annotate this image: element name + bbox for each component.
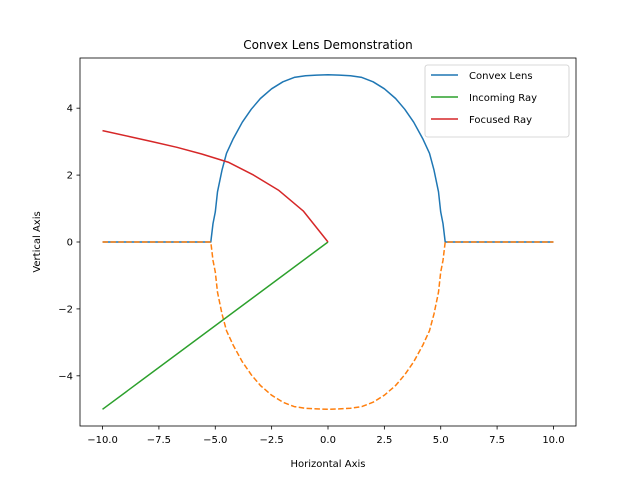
series-line-2 <box>102 241 329 410</box>
y-axis: −4 −2 0 2 4 <box>58 104 80 382</box>
series-line-3 <box>102 129 329 243</box>
x-tick-label: −10.0 <box>87 435 118 446</box>
y-tick-label: 2 <box>67 171 73 182</box>
series-layer <box>102 73 554 411</box>
x-axis-title: Horizontal Axis <box>291 459 366 470</box>
y-axis-title: Vertical Axis <box>32 211 43 272</box>
series-line-0 <box>102 73 554 243</box>
y-tick-label: −4 <box>58 371 73 382</box>
x-tick-label: −5.0 <box>203 435 227 446</box>
x-tick-label: −7.5 <box>147 435 171 446</box>
x-tick-label: −2.5 <box>259 435 283 446</box>
y-tick-label: 4 <box>67 104 73 115</box>
x-tick-label: 7.5 <box>489 435 505 446</box>
legend-box <box>424 64 570 138</box>
legend: Convex Lens Incoming Ray Focused Ray <box>424 64 570 138</box>
x-tick-label: 2.5 <box>376 435 392 446</box>
legend-label: Focused Ray <box>469 115 532 126</box>
y-tick-label: −2 <box>58 304 73 315</box>
x-axis: −10.0 −7.5 −5.0 −2.5 0.0 2.5 5.0 7.5 10.0 <box>87 426 565 446</box>
x-tick-label: 0.0 <box>320 435 336 446</box>
legend-label: Convex Lens <box>469 71 533 82</box>
legend-label: Incoming Ray <box>469 93 537 104</box>
chart-title: Convex Lens Demonstration <box>243 38 413 52</box>
x-tick-label: 10.0 <box>542 435 564 446</box>
y-tick-label: 0 <box>67 238 73 249</box>
x-tick-label: 5.0 <box>433 435 449 446</box>
